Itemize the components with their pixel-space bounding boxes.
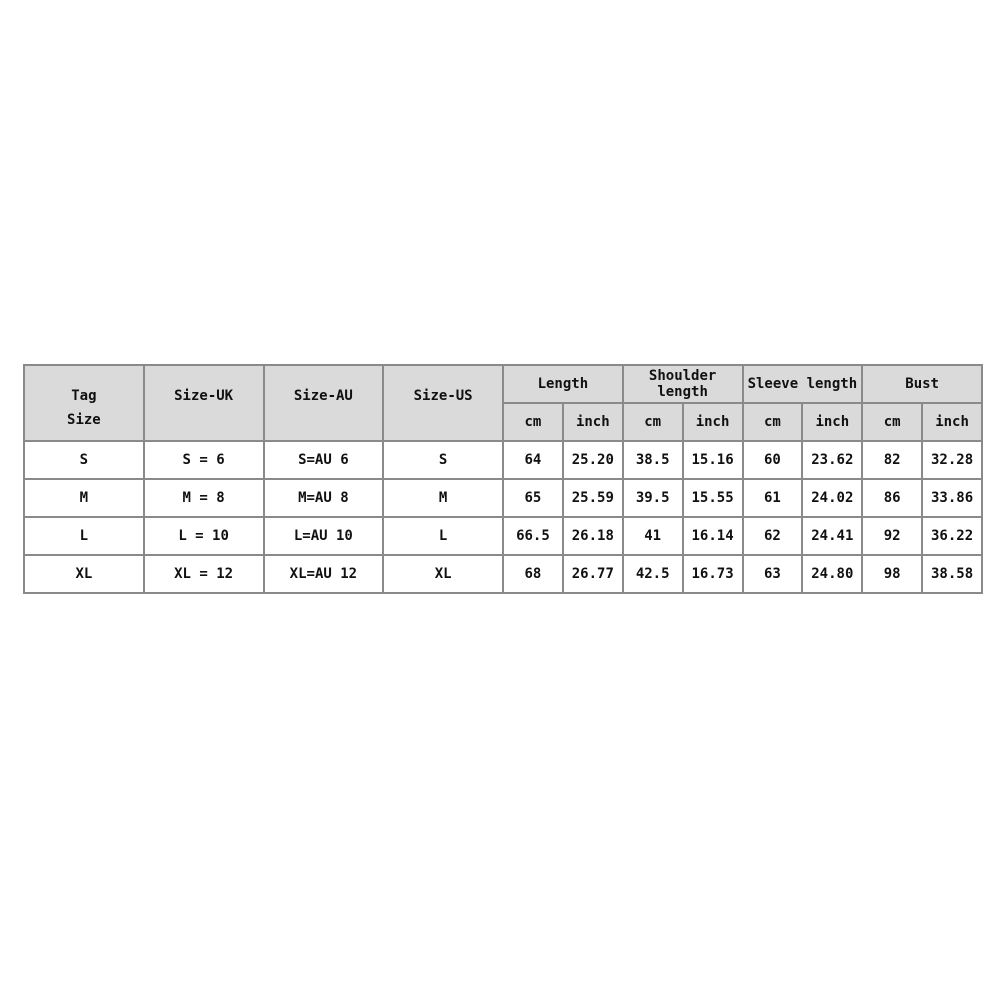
table-cell: 38.5 (621, 440, 684, 480)
header-size-us: Size-US (382, 364, 504, 442)
table-cell: 63 (741, 554, 804, 594)
unit-header: cm (741, 402, 804, 442)
table-cell: 92 (861, 516, 924, 556)
table-cell: M = 8 (142, 478, 265, 518)
table-cell: L = 10 (142, 516, 265, 556)
header-shoulder-length: Shoulder length (621, 364, 744, 404)
header-row: Tag Size Size-UK Size-AU Size-US Length S… (23, 364, 983, 442)
table-cell: 24.80 (801, 554, 864, 594)
table-cell: S (23, 440, 145, 480)
table-cell: 61 (741, 478, 804, 518)
table-cell: XL (382, 554, 504, 594)
size-chart-table: Tag Size Size-UK Size-AU Size-US Length S… (23, 364, 983, 594)
table-cell: 86 (861, 478, 924, 518)
table-cell: 23.62 (801, 440, 864, 480)
header-tag: Tag (71, 388, 97, 404)
table-cell: 25.20 (561, 440, 624, 480)
table-cell: S = 6 (142, 440, 265, 480)
table-row: XL XL = 12 XL=AU 12 XL 68 26.77 42.5 16.73 63 24.… (23, 554, 983, 594)
table-cell: S=AU 6 (262, 440, 385, 480)
table-cell: 32.28 (921, 440, 983, 480)
table-cell: XL (23, 554, 145, 594)
table-cell: 36.22 (921, 516, 983, 556)
table-cell: S (382, 440, 504, 480)
unit-header: inch (921, 402, 983, 442)
table-cell: 26.77 (561, 554, 624, 594)
table-cell: M=AU 8 (262, 478, 385, 518)
table-cell: 82 (861, 440, 924, 480)
table-cell: 60 (741, 440, 804, 480)
table-cell: 16.73 (681, 554, 744, 594)
table-cell: 15.55 (681, 478, 744, 518)
table-cell: 26.18 (561, 516, 624, 556)
table-cell: XL=AU 12 (262, 554, 385, 594)
unit-header: cm (502, 402, 564, 442)
table-cell: 15.16 (681, 440, 744, 480)
table-cell: 62 (741, 516, 804, 556)
table-cell: 24.41 (801, 516, 864, 556)
unit-header: inch (801, 402, 864, 442)
table-cell: 98 (861, 554, 924, 594)
table-cell: M (23, 478, 145, 518)
table-cell: L (382, 516, 504, 556)
units-row: cm inch cm inch cm inch cm inch (24, 402, 983, 442)
table-cell: M (382, 478, 504, 518)
table-cell: 42.5 (621, 554, 684, 594)
table-cell: 39.5 (621, 478, 684, 518)
header-sleeve-length: Sleeve length (741, 364, 864, 404)
header-size-au: Size-AU (262, 364, 385, 442)
header-length: Length (502, 364, 624, 404)
table-cell: L=AU 10 (262, 516, 385, 556)
unit-header: inch (681, 402, 744, 442)
table-cell: 38.58 (921, 554, 983, 594)
unit-header: cm (861, 402, 924, 442)
table-cell: 33.86 (921, 478, 983, 518)
table-cell: 16.14 (681, 516, 744, 556)
table-cell: 65 (502, 478, 564, 518)
unit-header: cm (621, 402, 684, 442)
table-cell: 25.59 (561, 478, 624, 518)
header-size: Size (67, 412, 101, 428)
header-bust: Bust (861, 364, 983, 404)
table-cell: 64 (502, 440, 564, 480)
table-cell: XL = 12 (142, 554, 265, 594)
table-cell: 41 (621, 516, 684, 556)
table-cell: 68 (502, 554, 564, 594)
table-cell: 66.5 (502, 516, 564, 556)
unit-header: inch (561, 402, 624, 442)
header-size-uk: Size-UK (142, 364, 265, 442)
table-cell: 24.02 (801, 478, 864, 518)
header-tag-size: Tag Size (23, 364, 145, 442)
table-cell: L (23, 516, 145, 556)
